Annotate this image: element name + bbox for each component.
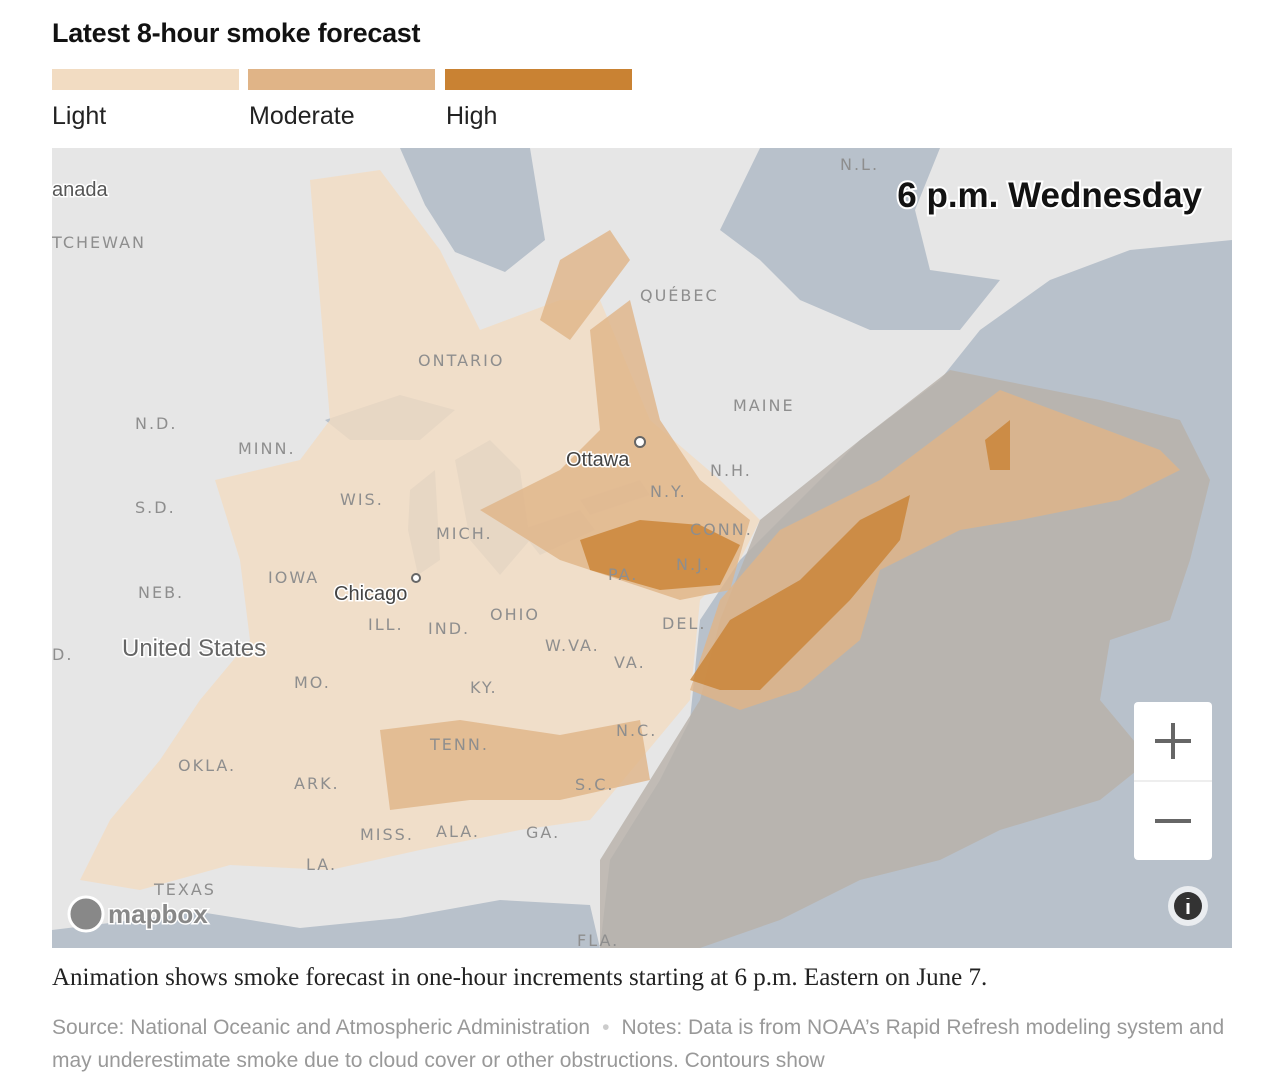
map-label: MO. xyxy=(294,673,331,692)
map-label: ILL. xyxy=(368,615,404,634)
map-label: W.VA. xyxy=(545,636,600,655)
map-label: anada xyxy=(52,179,108,201)
mapbox-logo xyxy=(67,895,105,933)
map-label: N.L. xyxy=(840,155,879,174)
map-label: OKLA. xyxy=(178,756,236,775)
zoom-controls xyxy=(1134,702,1212,860)
source-notes: Source: National Oceanic and Atmospheric… xyxy=(52,1011,1232,1077)
map-label: QUÉBEC xyxy=(640,286,719,305)
title: Latest 8-hour smoke forecast xyxy=(52,18,421,48)
notes: Notes: Data is from NOAA’s Rapid Refresh… xyxy=(52,1016,1225,1072)
map-label: N.D. xyxy=(135,414,177,433)
legend-label: High xyxy=(446,102,498,130)
source: Source: National Oceanic and Atmospheric… xyxy=(52,1016,591,1039)
map-label: GA. xyxy=(526,823,560,842)
legend-swatch xyxy=(52,69,239,90)
map-label: United States xyxy=(122,635,266,662)
map-label: VA. xyxy=(614,653,646,672)
legend-label: Moderate xyxy=(249,102,355,130)
gulf xyxy=(52,900,600,948)
separator: • xyxy=(602,1016,610,1039)
map-label: IOWA xyxy=(268,568,319,587)
caption: Animation shows smoke forecast in one-ho… xyxy=(52,964,988,991)
map-label: S.C. xyxy=(575,775,615,794)
map-label: TENN. xyxy=(429,735,489,754)
map-label: Chicago xyxy=(334,583,407,605)
zoom-in[interactable] xyxy=(1155,723,1191,759)
map-label: N.C. xyxy=(616,721,657,740)
time-label: 6 p.m. Wednesday xyxy=(897,176,1202,215)
map-label: N.J. xyxy=(676,555,711,574)
legend-label: Light xyxy=(52,102,107,130)
city-marker xyxy=(634,436,646,448)
place-labels: anada TCHEWAN N.L. QUÉBEC ONTARIO MAINE … xyxy=(52,155,879,948)
map-label: ARK. xyxy=(294,774,340,793)
smoke-area xyxy=(600,370,1210,948)
map-label: MISS. xyxy=(360,825,414,844)
map-label: DEL. xyxy=(662,614,706,633)
map-label: NEB. xyxy=(138,583,184,602)
map-label: IND. xyxy=(428,619,470,638)
map-label: MICH. xyxy=(436,524,493,543)
map-label: N.H. xyxy=(710,461,752,480)
smoke-area xyxy=(985,420,1010,470)
map-label: MAINE xyxy=(733,396,795,415)
map-label: MINN. xyxy=(238,439,296,458)
map-label: N.Y. xyxy=(650,482,687,501)
smoke-area xyxy=(690,495,910,690)
legend-swatch xyxy=(248,69,435,90)
smoke-area xyxy=(540,230,630,340)
legend-swatch xyxy=(445,69,632,90)
map-label: TEXAS xyxy=(153,880,216,899)
hudson-bay xyxy=(400,148,545,272)
map-label: FLA. xyxy=(577,931,619,948)
city-marker xyxy=(411,573,421,583)
smoke-area xyxy=(580,520,740,590)
gulf-st-lawrence xyxy=(720,148,1000,330)
map-label: PA. xyxy=(608,565,638,584)
map-label: Ottawa xyxy=(566,449,630,471)
map-label: ONTARIO xyxy=(418,351,504,370)
map-label: WIS. xyxy=(340,490,384,509)
map-label: D. xyxy=(52,645,73,664)
map-label: KY. xyxy=(470,678,498,697)
map-label: LA. xyxy=(306,855,337,874)
smoke-area xyxy=(80,170,760,890)
attribution[interactable]: mapbox xyxy=(107,898,210,931)
map[interactable]: anada TCHEWAN N.L. QUÉBEC ONTARIO MAINE … xyxy=(52,148,1232,948)
map-label: ALA. xyxy=(436,822,480,841)
smoke-area xyxy=(380,720,650,810)
map-label: OHIO xyxy=(490,605,540,624)
map-label: S.D. xyxy=(135,498,176,517)
smoke xyxy=(80,170,1210,948)
map-label: CONN. xyxy=(690,520,753,539)
map-label: TCHEWAN xyxy=(52,233,146,252)
